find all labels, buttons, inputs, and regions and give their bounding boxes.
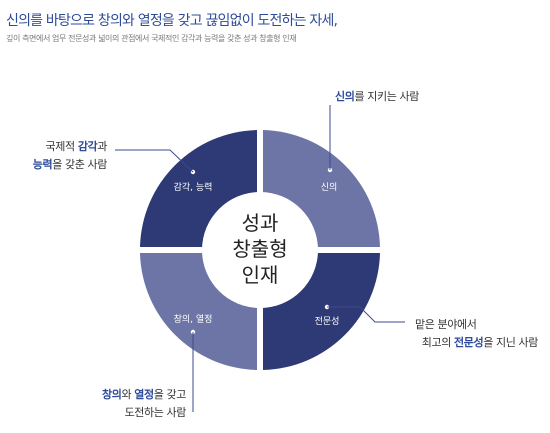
- callout-bottom-left-line-1: 창의와 열정을 갖고: [60, 386, 186, 404]
- connector-top-left: [115, 149, 194, 173]
- heading: 신의를 바탕으로 창의와 열정을 갖고 끊임없이 도전하는 자세,: [6, 13, 338, 29]
- callout-bottom-right-line-2-suffix: 을 지닌 사람: [483, 336, 538, 349]
- callout-bottom-right-line-2: 최고의 전문성을 지닌 사람: [395, 334, 539, 352]
- callout-top-left-line-1: 국제적 감각과: [0, 138, 108, 156]
- callout-bottom-left-line-1-mid: 와: [121, 388, 135, 401]
- callout-bottom-left-highlight-2: 열정: [134, 388, 154, 401]
- callout-bottom-right-line-2-prefix: 최고의: [421, 336, 455, 349]
- center-circle: [202, 192, 318, 308]
- connector-bottom-right: [327, 306, 405, 323]
- callout-bottom-left-line-1-suffix: 을 갖고: [153, 388, 187, 401]
- callout-bottom-left-line-2: 도전하는 사람: [124, 406, 187, 419]
- center-line-1: 성과: [242, 211, 279, 235]
- callout-bottom-right-highlight: 전문성: [454, 336, 484, 349]
- segment-label-top-right: 신의: [321, 182, 338, 193]
- callout-top-left-line-1-suffix: 과: [97, 140, 107, 153]
- callout-bottom-right: 맡은 분야에서 최고의 전문성을 지닌 사람: [395, 316, 538, 352]
- center-line-3: 인재: [242, 263, 279, 287]
- callout-top-right: 신의를 지키는 사람: [335, 88, 419, 106]
- callout-top-left-highlight-1: 감각: [77, 140, 98, 153]
- callout-top-right-highlight: 신의: [335, 90, 355, 103]
- callout-top-left-line-1-prefix: 국제적: [45, 140, 78, 153]
- callout-bottom-left: 창의와 열정을 갖고 도전하는 사람: [60, 386, 186, 422]
- segment-label-bottom-left: 창의, 열정: [174, 314, 213, 325]
- segment-label-bottom-right: 전문성: [315, 316, 340, 327]
- callout-top-left-highlight-2: 능력: [32, 158, 53, 171]
- subheading: 깊이 측면에서 업무 전문성과 넓이의 관점에서 국제적인 감각과 능력을 갖춘…: [6, 34, 297, 43]
- callout-top-left-line-2: 능력을 갖춘 사람: [0, 156, 108, 174]
- center-line-2: 창출형: [232, 237, 287, 261]
- callout-bottom-right-line-1: 맡은 분야에서: [415, 318, 477, 331]
- callout-top-left-line-2-suffix: 을 갖춘 사람: [52, 158, 107, 171]
- callout-bottom-left-highlight-1: 창의: [102, 388, 122, 401]
- callout-top-right-text: 를 지키는 사람: [354, 90, 419, 103]
- callout-top-left: 국제적 감각과 능력을 갖춘 사람: [0, 138, 108, 174]
- segment-label-top-left: 감각, 능력: [174, 181, 213, 193]
